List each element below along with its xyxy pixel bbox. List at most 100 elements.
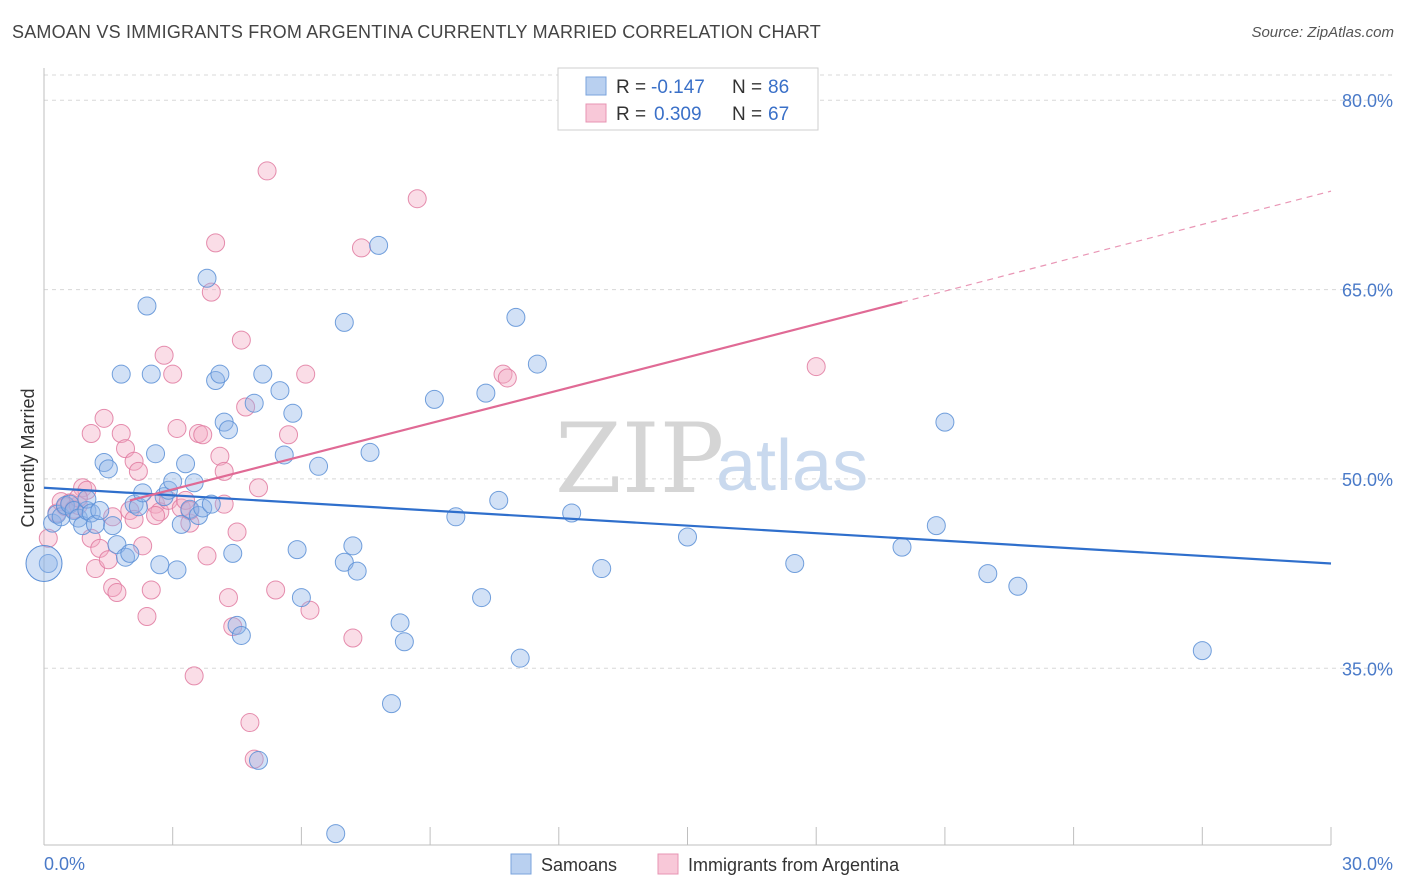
samoans-point — [218, 420, 238, 440]
chart-title: SAMOAN VS IMMIGRANTS FROM ARGENTINA CURR… — [12, 22, 821, 42]
samoans-point — [98, 459, 118, 479]
samoans-point — [1008, 576, 1028, 596]
argentina-point — [146, 506, 166, 526]
samoans-point — [510, 648, 530, 668]
x-tick-label-left: 0.0% — [44, 854, 85, 874]
data-points — [25, 161, 1212, 844]
x-tick-labels: 0.0% 30.0% — [44, 854, 1393, 874]
samoans-point — [210, 364, 230, 384]
argentina-point — [218, 588, 238, 608]
legend: R = -0.147 N = 86 R = 0.309 N = 67 — [557, 67, 819, 131]
samoans-point — [150, 555, 170, 575]
samoans-point — [137, 296, 157, 316]
samoans-point — [231, 625, 251, 645]
samoans-trend-line — [43, 486, 1332, 565]
samoans-point — [394, 632, 414, 652]
y-tick-label: 50.0% — [1342, 470, 1393, 490]
argentina-point — [351, 238, 371, 258]
x-tick-label-right: 30.0% — [1342, 854, 1393, 874]
samoans-point — [287, 540, 307, 560]
samoans-point — [223, 543, 243, 563]
argentina-point — [343, 628, 363, 648]
argentina-point — [266, 580, 286, 600]
samoans-point — [360, 442, 380, 462]
samoans-point — [171, 514, 191, 534]
argentina-point — [163, 364, 183, 384]
samoans-point — [347, 561, 367, 581]
legend-r-value-1: -0.147 — [651, 77, 705, 98]
legend-swatch-pink — [585, 103, 607, 123]
source-label: Source: ZipAtlas.com — [1251, 24, 1394, 41]
argentina-point — [81, 423, 101, 443]
samoans-point — [506, 307, 526, 327]
bottom-legend-swatch-samoans — [510, 853, 532, 875]
legend-n-value-1: 86 — [768, 77, 789, 98]
samoans-point — [472, 588, 492, 608]
samoans-point — [343, 536, 363, 556]
samoans-point — [227, 615, 247, 635]
samoans-point — [253, 364, 273, 384]
samoans-point — [489, 490, 509, 510]
argentina-point — [193, 425, 213, 445]
argentina-trend-line — [129, 301, 903, 502]
argentina-point — [137, 607, 157, 627]
samoans-point — [90, 500, 110, 520]
samoans-point — [446, 507, 466, 527]
argentina-point — [497, 368, 517, 388]
argentina-point — [249, 478, 268, 498]
legend-n-label-1: N = — [732, 77, 762, 98]
samoans-point — [978, 564, 998, 584]
argentina-point — [167, 418, 187, 438]
samoans-point — [270, 381, 290, 401]
legend-r-label-2: R = — [616, 104, 646, 125]
legend-n-label-2: N = — [732, 104, 762, 125]
argentina-point — [296, 364, 316, 384]
argentina-point — [184, 666, 204, 686]
samoans-point — [103, 516, 123, 536]
argentina-point — [210, 446, 230, 466]
y-tick-label: 35.0% — [1342, 659, 1393, 679]
samoans-point — [120, 543, 140, 563]
samoans-point — [176, 454, 196, 474]
argentina-point — [240, 713, 260, 733]
samoans-point — [527, 354, 547, 374]
argentina-point — [806, 357, 826, 377]
samoans-point — [678, 527, 697, 547]
samoans-point — [111, 364, 131, 384]
samoans-point — [167, 560, 187, 580]
samoans-point — [197, 268, 217, 288]
samoans-point — [1192, 641, 1212, 661]
samoans-point — [249, 750, 268, 770]
samoans-point — [326, 824, 346, 844]
argentina-point — [227, 522, 247, 542]
trend-lines — [43, 190, 1332, 565]
samoans-point — [390, 613, 410, 633]
samoans-point — [369, 235, 389, 255]
legend-r-value-2: 0.309 — [654, 104, 702, 125]
legend-r-label-1: R = — [616, 77, 646, 98]
legend-n-value-2: 67 — [768, 104, 789, 125]
argentina-point — [94, 408, 114, 428]
argentina-point — [197, 546, 217, 566]
samoans-point — [381, 694, 401, 714]
watermark: ZIP atlas — [555, 403, 868, 515]
argentina-point — [257, 161, 277, 181]
watermark-atlas: atlas — [716, 426, 868, 506]
grid-lines — [44, 74, 1393, 669]
argentina-point — [407, 189, 427, 209]
argentina-point — [38, 528, 58, 548]
samoans-point — [141, 364, 161, 384]
samoans-point — [283, 403, 303, 423]
samoans-point — [201, 494, 221, 514]
bottom-legend-label-samoans: Samoans — [541, 855, 617, 875]
samoans-point — [291, 588, 311, 608]
axes — [43, 68, 1332, 846]
bottom-legend-swatch-argentina — [657, 853, 679, 875]
samoans-point — [38, 554, 58, 574]
argentina-point — [231, 330, 251, 350]
samoans-point — [424, 389, 444, 409]
bottom-legend: Samoans Immigrants from Argentina — [510, 853, 900, 875]
argentina-point — [111, 423, 131, 443]
samoans-point — [476, 383, 496, 403]
